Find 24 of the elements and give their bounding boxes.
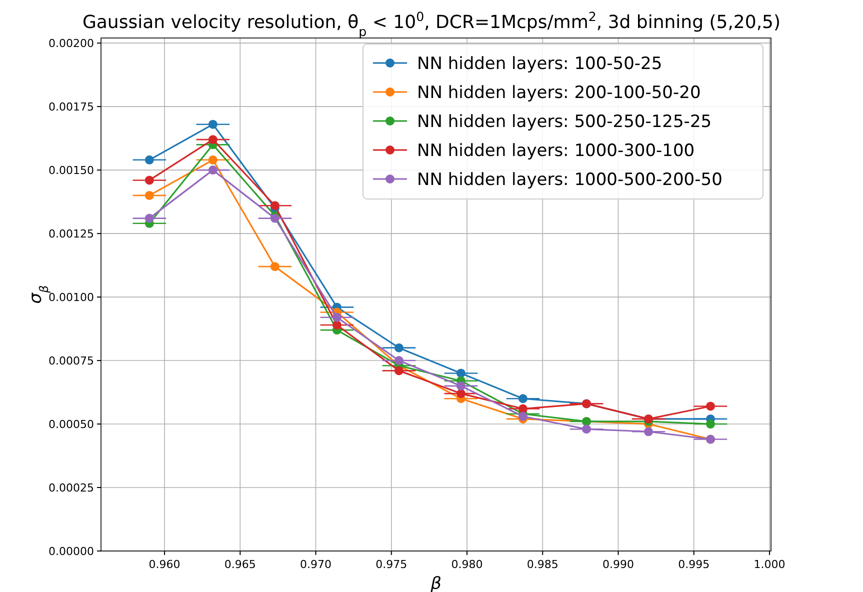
x-tick-label: 0.985: [526, 558, 558, 571]
y-tick-label: 0.00200: [48, 37, 94, 50]
legend-label: NN hidden layers: 1000-300-100: [417, 141, 695, 161]
x-tick-label: 0.975: [376, 558, 408, 571]
x-tick-label: 0.960: [148, 558, 180, 571]
y-tick-label: 0.00125: [48, 228, 94, 241]
x-tick-label: 0.970: [300, 558, 332, 571]
y-tick-label: 0.00100: [48, 291, 94, 304]
legend-label: NN hidden layers: 200-100-50-20: [417, 83, 701, 103]
legend-label: NN hidden layers: 500-250-125-25: [417, 112, 712, 132]
x-tick-label: 1.000: [754, 558, 786, 571]
y-tick-label: 0.00000: [48, 545, 94, 558]
chart-title: Gaussian velocity resolution, θ$_{p}$ < 10$^{0}$, DCR=1Mcps/mm$^{2}$, 3d binning (5,20,5): [82, 8, 781, 38]
y-tick-label: 0.00025: [48, 482, 94, 495]
x-tick-label: 0.990: [602, 558, 634, 571]
legend-label: NN hidden layers: 100-50-25: [417, 54, 662, 74]
y-tick-label: 0.00050: [48, 418, 94, 432]
y-tick-label: 0.00150: [48, 164, 94, 178]
y-tick-label: 0.00175: [48, 100, 94, 114]
y-tick-label: 0.00075: [48, 354, 94, 368]
x-tick-label: 0.995: [678, 558, 710, 571]
x-tick-label: 0.980: [451, 558, 483, 571]
legend-label: NN hidden layers: 1000-500-200-50: [417, 170, 722, 190]
x-tick-label: 0.965: [224, 558, 256, 571]
